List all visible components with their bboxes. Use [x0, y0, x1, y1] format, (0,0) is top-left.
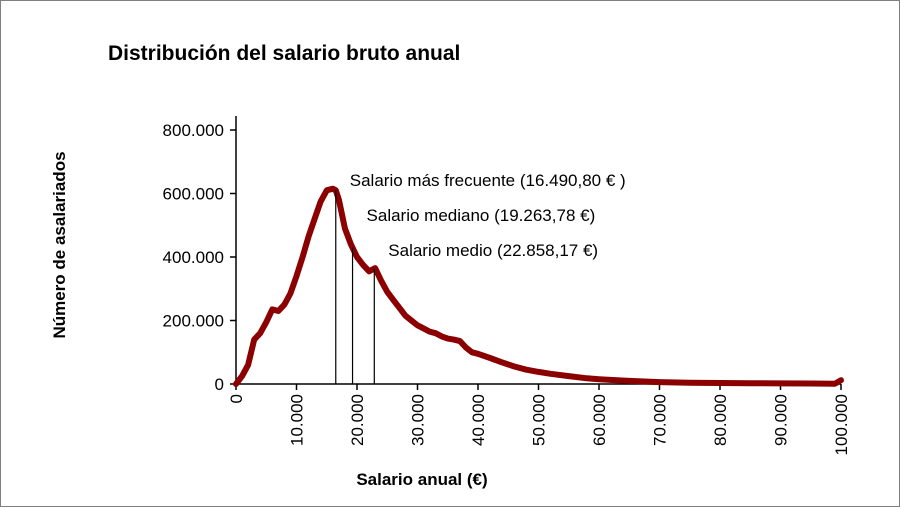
x-axis-label: Salario anual (€) — [356, 470, 488, 489]
annotation-label: Salario medio (22.858,17 €) — [388, 241, 598, 260]
annotations-group: Salario más frecuente (16.490,80 € ) Sala… — [335, 171, 626, 384]
y-tick-label: 600.000 — [163, 185, 224, 204]
x-tick-label: 30.000 — [409, 394, 428, 446]
x-tick-label: 10.000 — [288, 394, 307, 446]
y-tick-label: 200.000 — [163, 312, 224, 331]
x-tick-label: 0 — [227, 394, 246, 403]
x-tick-label: 60.000 — [590, 394, 609, 446]
marks-group — [233, 185, 844, 387]
y-tick-label: 0 — [215, 375, 224, 394]
y-tick-label: 400.000 — [163, 248, 224, 267]
x-tick-label: 50.000 — [530, 394, 549, 446]
annotation-label: Salario más frecuente (16.490,80 € ) — [350, 171, 626, 190]
series-line — [233, 185, 844, 387]
annotation-label: Salario mediano (19.263,78 €) — [367, 206, 596, 225]
x-tick-label: 80.000 — [711, 394, 730, 446]
chart-title: Distribución del salario bruto anual — [108, 42, 461, 65]
axes-group: 0 200.000 400.000 600.000 800.000 0 10.000 20.0… — [163, 116, 851, 455]
x-tick-label: 90.000 — [772, 394, 791, 446]
x-tick-label: 20.000 — [348, 394, 367, 446]
y-tick-label: 800.000 — [163, 121, 224, 140]
x-tick-label: 40.000 — [469, 394, 488, 446]
x-tick-label: 100.000 — [832, 394, 851, 455]
x-tick-label: 70.000 — [651, 394, 670, 446]
